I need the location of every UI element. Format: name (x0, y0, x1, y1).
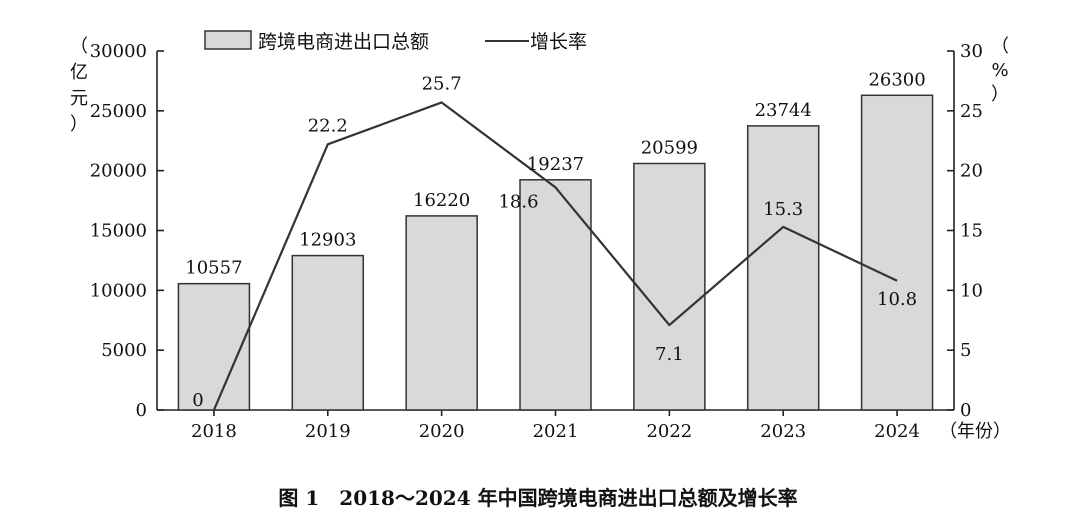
bar-value-label: 26300 (868, 69, 925, 90)
x-axis-tick-label: 2021 (533, 421, 579, 442)
bar-value-label: 23744 (755, 100, 812, 121)
x-axis-tick-label: 2023 (760, 421, 806, 442)
growth-rate-label: 22.2 (308, 115, 348, 136)
axes-layer: 0 5000 10000 15000 20000 25000 30000 0 5 10 15 20 25… (70, 36, 1011, 442)
left-axis-tick-label: 0 (136, 400, 147, 421)
left-axis-unit-char: （ (70, 36, 88, 57)
right-axis-unit-char: % (991, 60, 1008, 81)
growth-rate-label: 15.3 (763, 199, 803, 220)
growth-rate-label: 18.6 (498, 191, 538, 212)
legend-line-label: 增长率 (530, 31, 587, 53)
bar-2020 (405, 215, 478, 411)
left-axis-tick-label: 15000 (90, 221, 147, 242)
bar-2019 (291, 254, 365, 411)
x-axis-tick-label: 2024 (874, 421, 920, 442)
left-axis-unit-char: ） (70, 114, 88, 135)
bar-2023 (746, 125, 820, 411)
left-axis-tick-label: 30000 (90, 41, 147, 62)
right-axis-tick-label: 0 (960, 400, 971, 421)
bar-2018 (177, 282, 251, 411)
growth-rate-label: 10.8 (877, 289, 917, 310)
bars-layer (177, 94, 934, 411)
x-axis-unit: （年份） (939, 421, 1011, 442)
legend-bar-label: 跨境电商进出口总额 (258, 31, 429, 53)
right-axis-unit-char: （ (991, 36, 1009, 57)
bar-value-label: 10557 (185, 258, 242, 279)
bar-2022 (633, 162, 706, 411)
right-axis-tick-label: 25 (960, 101, 983, 122)
left-axis-tick-label: 10000 (90, 280, 147, 301)
right-axis-tick-label: 20 (960, 161, 983, 182)
x-axis-tick-label: 2018 (191, 421, 237, 442)
right-axis-unit-char: ） (991, 84, 1009, 105)
line-layer (212, 101, 898, 411)
x-axis-tick-label: 2019 (305, 421, 351, 442)
right-axis-tick-label: 15 (960, 221, 983, 242)
legend: 跨境电商进出口总额 增长率 (204, 30, 587, 53)
right-axis-tick-label: 5 (960, 340, 971, 361)
left-axis-unit: （ 亿元 ） (70, 36, 88, 135)
left-axis-tick-label: 20000 (90, 161, 147, 182)
right-axis-tick-label: 10 (960, 280, 983, 301)
labels-layer: 10557 12903 16220 19237 20599 23744 26300 0 22.2… (185, 69, 925, 411)
bar-value-label: 16220 (413, 190, 470, 211)
x-axis-tick-label: 2020 (419, 421, 465, 442)
growth-rate-label: 0 (192, 390, 203, 411)
growth-rate-label: 7.1 (655, 344, 684, 365)
bar-value-label: 19237 (527, 154, 584, 175)
bar-2024 (860, 94, 934, 411)
x-axis-tick-label: 2022 (646, 421, 692, 442)
legend-bar-swatch (204, 30, 252, 50)
left-axis-unit-char: 亿 (70, 62, 88, 83)
figure-caption: 图 1 2018～2024 年中国跨境电商进出口总额及增长率 (278, 486, 797, 510)
growth-rate-label: 25.7 (422, 73, 462, 94)
left-axis-tick-label: 5000 (101, 340, 147, 361)
bar-value-label: 12903 (299, 230, 356, 251)
left-axis-unit-char: 元 (70, 88, 88, 109)
bar-value-label: 20599 (641, 137, 698, 158)
right-axis-unit: （% ） (991, 36, 1009, 105)
bar-2021 (519, 179, 592, 411)
right-axis-tick-label: 30 (960, 41, 983, 62)
left-axis-tick-label: 25000 (90, 101, 147, 122)
